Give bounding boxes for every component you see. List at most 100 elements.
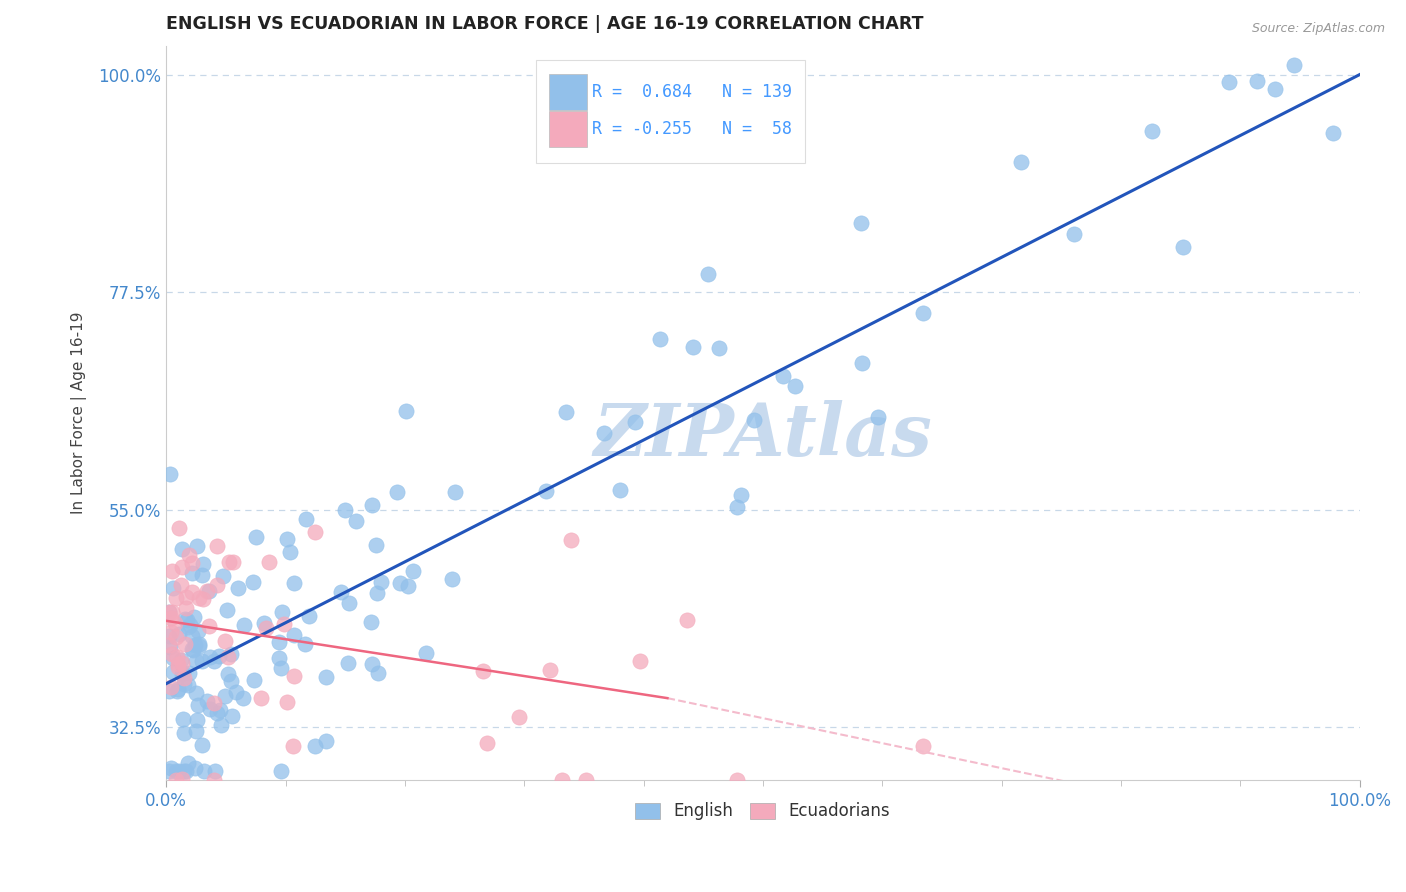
Point	[742, 413, 765, 427]
Point	[366, 537, 388, 551]
Point	[315, 733, 337, 747]
Point	[281, 739, 304, 754]
Point	[181, 643, 204, 657]
Point	[269, 635, 291, 649]
Point	[162, 665, 184, 679]
Point	[162, 647, 184, 661]
Point	[165, 631, 187, 645]
Point	[187, 624, 209, 639]
Point	[219, 674, 242, 689]
Point	[221, 708, 243, 723]
Point	[172, 542, 194, 557]
Point	[186, 714, 208, 728]
Point	[283, 575, 305, 590]
Point	[166, 650, 188, 665]
Point	[271, 605, 294, 619]
Point	[337, 656, 360, 670]
Point	[202, 773, 225, 788]
Text: R = -0.255   N =  58: R = -0.255 N = 58	[592, 120, 792, 137]
Point	[167, 627, 190, 641]
Point	[1173, 240, 1195, 254]
Point	[165, 764, 187, 778]
Point	[177, 620, 200, 634]
Point	[177, 549, 200, 563]
Point	[337, 596, 360, 610]
Point	[188, 637, 211, 651]
Point	[173, 671, 195, 685]
Point	[172, 656, 194, 670]
Point	[624, 416, 647, 430]
Point	[193, 764, 215, 778]
Point	[225, 684, 247, 698]
Point	[851, 356, 873, 370]
Point	[160, 680, 183, 694]
Point	[360, 498, 382, 512]
Point	[187, 698, 209, 713]
Point	[1246, 73, 1268, 87]
Point	[270, 661, 292, 675]
Point	[177, 756, 200, 770]
Point	[184, 655, 207, 669]
Point	[188, 639, 211, 653]
FancyBboxPatch shape	[536, 61, 804, 163]
Point	[534, 483, 557, 498]
Point	[253, 616, 276, 631]
Point	[725, 500, 748, 515]
Point	[159, 640, 181, 655]
Point	[254, 621, 277, 635]
Point	[682, 340, 704, 354]
Point	[1322, 126, 1344, 140]
Point	[294, 637, 316, 651]
Point	[267, 651, 290, 665]
Point	[157, 605, 180, 619]
Point	[190, 739, 212, 753]
Point	[245, 530, 267, 544]
Point	[344, 514, 367, 528]
Point	[173, 677, 195, 691]
Point	[193, 591, 215, 606]
Point	[298, 608, 321, 623]
Point	[179, 618, 201, 632]
Point	[190, 654, 212, 668]
Point	[186, 686, 208, 700]
Point	[385, 484, 408, 499]
Point	[166, 657, 188, 672]
Point	[575, 773, 598, 788]
Point	[215, 603, 238, 617]
Point	[283, 628, 305, 642]
Point	[186, 539, 208, 553]
Point	[232, 691, 254, 706]
Point	[209, 703, 232, 717]
Point	[217, 667, 239, 681]
Point	[222, 555, 245, 569]
Point	[388, 576, 411, 591]
Point	[217, 650, 239, 665]
Point	[214, 689, 236, 703]
Point	[181, 629, 204, 643]
Point	[648, 332, 671, 346]
Point	[157, 605, 180, 619]
Point	[1218, 75, 1240, 89]
Point	[174, 591, 197, 605]
Point	[212, 569, 235, 583]
Point	[176, 613, 198, 627]
Point	[218, 555, 240, 569]
Point	[1140, 124, 1163, 138]
Point	[162, 564, 184, 578]
Point	[912, 306, 935, 320]
Legend: English, Ecuadorians: English, Ecuadorians	[628, 796, 897, 827]
Point	[170, 653, 193, 667]
Point	[173, 764, 195, 778]
Point	[214, 633, 236, 648]
Point	[295, 512, 318, 526]
Point	[280, 545, 302, 559]
Point	[174, 601, 197, 615]
Point	[592, 426, 614, 441]
Point	[195, 584, 218, 599]
Point	[257, 555, 280, 569]
Point	[190, 568, 212, 582]
Point	[160, 611, 183, 625]
Point	[551, 773, 574, 788]
Point	[159, 467, 181, 482]
Point	[304, 739, 326, 753]
